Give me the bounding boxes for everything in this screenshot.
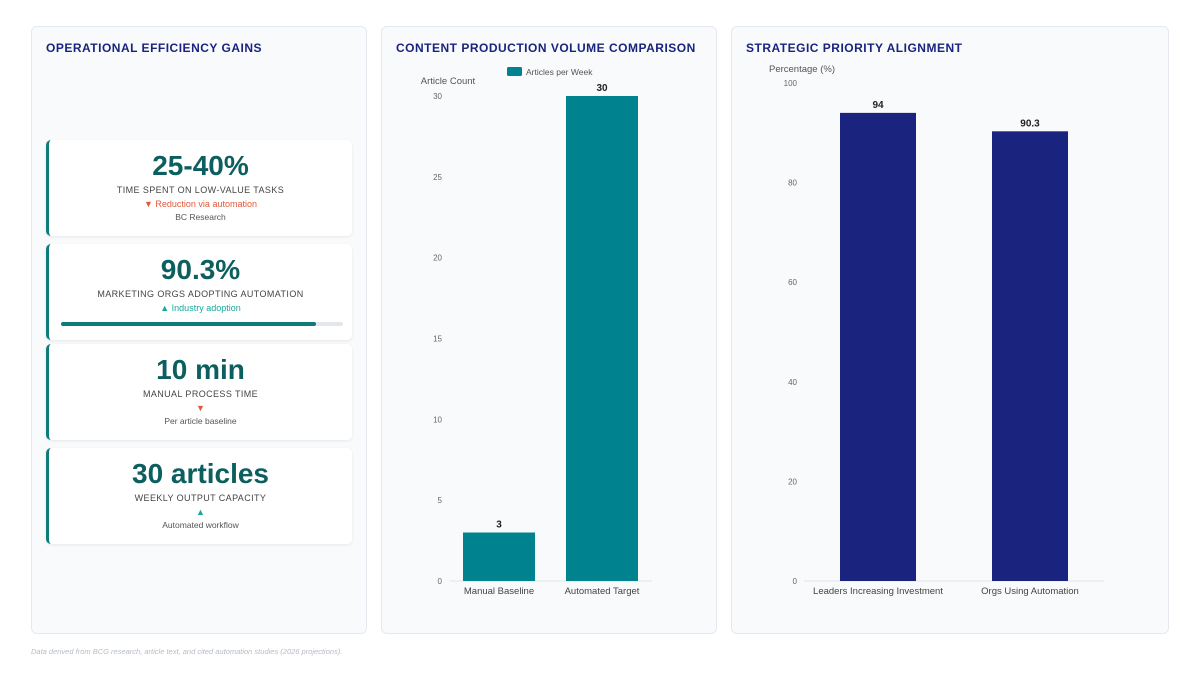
- legend-swatch: [507, 67, 522, 76]
- x-tick-label: Leaders Increasing Investment: [813, 586, 943, 597]
- priority-alignment-title: STRATEGIC PRIORITY ALIGNMENT: [746, 41, 963, 55]
- metric-trend: ▼: [196, 403, 205, 413]
- y-tick-label: 5: [438, 496, 443, 505]
- x-tick-label: Orgs Using Automation: [981, 586, 1079, 597]
- metric-source: Automated workflow: [162, 520, 239, 530]
- metric-trend: ▲: [196, 507, 205, 517]
- y-tick-label: 0: [438, 577, 443, 586]
- bar: [840, 112, 916, 581]
- metric-value: 30 articles: [132, 458, 269, 489]
- metric-label: TIME SPENT ON LOW-VALUE TASKS: [116, 185, 285, 195]
- metric-trend: ▼ Reduction via automation: [144, 199, 257, 209]
- data-label: 94: [872, 100, 884, 111]
- bar: [463, 532, 535, 581]
- efficiency-panel: OPERATIONAL EFFICIENCY GAINS 25-40% TIME…: [31, 26, 367, 634]
- y-tick-label: 40: [788, 378, 797, 387]
- efficiency-panel-title: OPERATIONAL EFFICIENCY GAINS: [46, 41, 263, 55]
- data-label: 90.3: [1020, 118, 1040, 129]
- legend-label: Articles per Week: [526, 67, 593, 77]
- y-tick-label: 15: [433, 335, 442, 344]
- metric-source: BC Research: [175, 212, 226, 222]
- metric-label: MARKETING ORGS ADOPTING AUTOMATION: [97, 289, 304, 299]
- y-tick-label: 100: [784, 79, 798, 88]
- y-tick-label: 20: [433, 254, 442, 263]
- metric-card-weekly-output: 30 articles WEEKLY OUTPUT CAPACITY ▲ Aut…: [46, 448, 352, 544]
- metric-source: Per article baseline: [164, 416, 237, 426]
- metric-trend: ▲ Industry adoption: [160, 303, 241, 313]
- adoption-progress-fill: [61, 322, 316, 326]
- y-tick-label: 80: [788, 179, 797, 188]
- data-label: 3: [496, 520, 502, 531]
- priority-alignment-chart: Percentage (%) 0 20 40 60 80 100 94 Leaders Incr…: [769, 64, 1104, 597]
- data-label: 30: [596, 83, 608, 94]
- y-axis-label: Article Count: [421, 76, 476, 87]
- footnote: Data derived from BCG research, article …: [31, 647, 343, 656]
- production-volume-title: CONTENT PRODUCTION VOLUME COMPARISON: [396, 41, 696, 55]
- adoption-progress-track: [61, 322, 343, 326]
- y-tick-label: 60: [788, 278, 797, 287]
- metric-value: 25-40%: [152, 150, 249, 181]
- y-tick-label: 25: [433, 173, 442, 182]
- x-tick-label: Manual Baseline: [464, 586, 534, 597]
- y-axis-label: Percentage (%): [769, 64, 835, 75]
- priority-alignment-panel: STRATEGIC PRIORITY ALIGNMENT Percentage …: [731, 26, 1169, 634]
- bar: [566, 96, 638, 581]
- y-tick-label: 10: [433, 415, 442, 424]
- metric-value: 90.3%: [160, 254, 241, 285]
- metric-card-low-value-tasks: 25-40% TIME SPENT ON LOW-VALUE TASKS ▼ R…: [46, 140, 352, 236]
- metric-card-manual-process-time: 10 min MANUAL PROCESS TIME ▼ Per article…: [46, 344, 352, 440]
- bar: [992, 131, 1068, 581]
- y-tick-label: 20: [788, 477, 797, 486]
- metric-label: WEEKLY OUTPUT CAPACITY: [134, 493, 267, 503]
- y-tick-label: 30: [433, 92, 442, 101]
- metric-value: 10 min: [156, 354, 245, 385]
- y-tick-label: 0: [793, 577, 798, 586]
- metric-label: MANUAL PROCESS TIME: [142, 389, 259, 399]
- x-tick-label: Automated Target: [565, 586, 640, 597]
- production-volume-panel: CONTENT PRODUCTION VOLUME COMPARISON Art…: [381, 26, 717, 634]
- metric-card-automation-adoption: 90.3% MARKETING ORGS ADOPTING AUTOMATION…: [46, 244, 352, 340]
